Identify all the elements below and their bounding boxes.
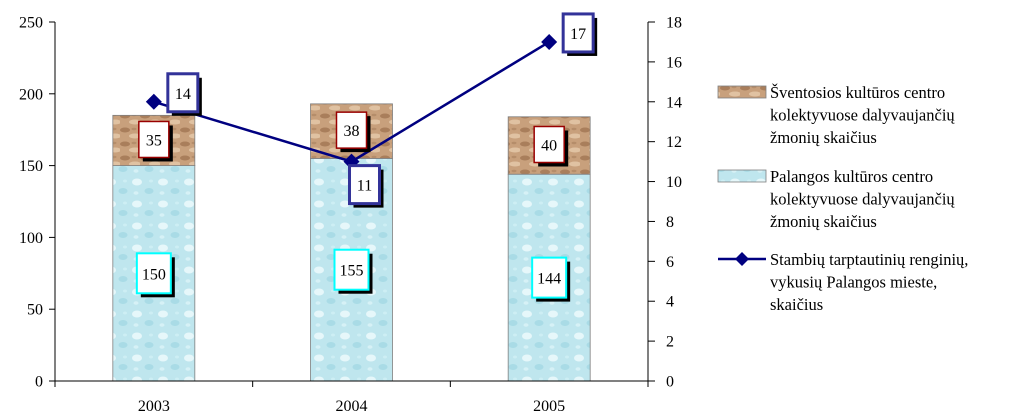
legend-label: skaičius [770, 295, 823, 314]
right-tick-label: 10 [666, 174, 682, 191]
x-tick-label: 2004 [336, 398, 368, 415]
legend-label: Šventosios kultūros centro [770, 83, 945, 102]
legend-item: Šventosios kultūros centro kolektyvuose d… [717, 83, 955, 147]
label-box [348, 164, 381, 206]
left-tick-label: 0 [35, 374, 43, 391]
label-text: 14 [175, 86, 191, 103]
legend-swatch [717, 169, 767, 183]
legend-item: Stambių tarptautinių renginių, vykusių Pa… [718, 250, 968, 314]
label-box [166, 72, 200, 114]
right-tick-label: 0 [666, 374, 674, 391]
label-box [138, 120, 170, 159]
label-box [533, 125, 565, 164]
right-tick-label: 18 [666, 15, 682, 32]
right-tick-label: 12 [666, 134, 682, 151]
legend-marker [735, 252, 749, 266]
left-tick-label: 150 [19, 158, 43, 175]
right-y-axis: 0 2 4 6 8 10 12 14 16 18 [647, 15, 682, 391]
label-text: 17 [570, 26, 586, 43]
right-tick-label: 6 [666, 254, 674, 271]
label-box [135, 252, 172, 295]
legend-label: kolektyvuose dalyvaujančių [770, 190, 955, 209]
left-tick-label: 250 [19, 15, 43, 32]
x-tick-label: 2003 [138, 398, 170, 415]
legend-label: Palangos kultūros centro [770, 167, 933, 186]
left-tick-label: 100 [19, 230, 43, 247]
legend-label: žmonių skaičius [770, 128, 877, 147]
legend-label: žmonių skaičius [770, 212, 877, 231]
legend: Šventosios kultūros centro kolektyvuose d… [717, 83, 968, 314]
right-tick-label: 8 [666, 214, 674, 231]
left-tick-label: 200 [19, 86, 43, 103]
line-value-label: 17 [561, 12, 598, 56]
bar-value-label: 155 [333, 248, 373, 294]
data-labels: 150 35 155 38 144 40 14 11 17 [135, 12, 598, 302]
label-text: 38 [344, 123, 360, 140]
label-box [531, 256, 568, 299]
line-value-label: 14 [166, 72, 202, 116]
right-tick-label: 14 [666, 94, 682, 111]
label-box [561, 12, 595, 54]
right-tick-label: 4 [666, 294, 674, 311]
label-text: 150 [142, 266, 166, 283]
bar-value-label: 40 [533, 125, 569, 167]
bar-value-label: 35 [138, 120, 173, 162]
legend-label: Stambių tarptautinių renginių, [770, 250, 968, 269]
left-tick-label: 50 [27, 302, 43, 319]
bar-value-label: 150 [135, 252, 175, 298]
label-text: 11 [357, 178, 372, 195]
legend-swatch [717, 85, 767, 99]
right-tick-label: 16 [666, 54, 682, 71]
line-value-label: 11 [348, 164, 384, 208]
x-tick-label: 2005 [533, 398, 565, 415]
x-axis: 2003 2004 2005 [54, 380, 649, 415]
legend-item: Palangos kultūros centro kolektyvuose dal… [717, 167, 955, 231]
line-marker [145, 93, 162, 110]
label-text: 144 [537, 271, 561, 288]
bar-value-label: 144 [531, 256, 571, 302]
bar-value-label: 38 [335, 111, 371, 153]
label-text: 40 [541, 137, 557, 154]
line-series [145, 33, 558, 170]
left-y-axis: 0 50 100 150 200 250 [19, 15, 56, 391]
label-box [333, 248, 370, 291]
line-marker [541, 33, 558, 50]
right-tick-label: 2 [666, 334, 674, 351]
label-text: 155 [340, 263, 364, 280]
label-box [335, 111, 368, 149]
legend-label: kolektyvuose dalyvaujančių [770, 106, 955, 125]
label-text: 35 [146, 132, 162, 149]
legend-label: vykusių Palangos mieste, [770, 273, 937, 292]
